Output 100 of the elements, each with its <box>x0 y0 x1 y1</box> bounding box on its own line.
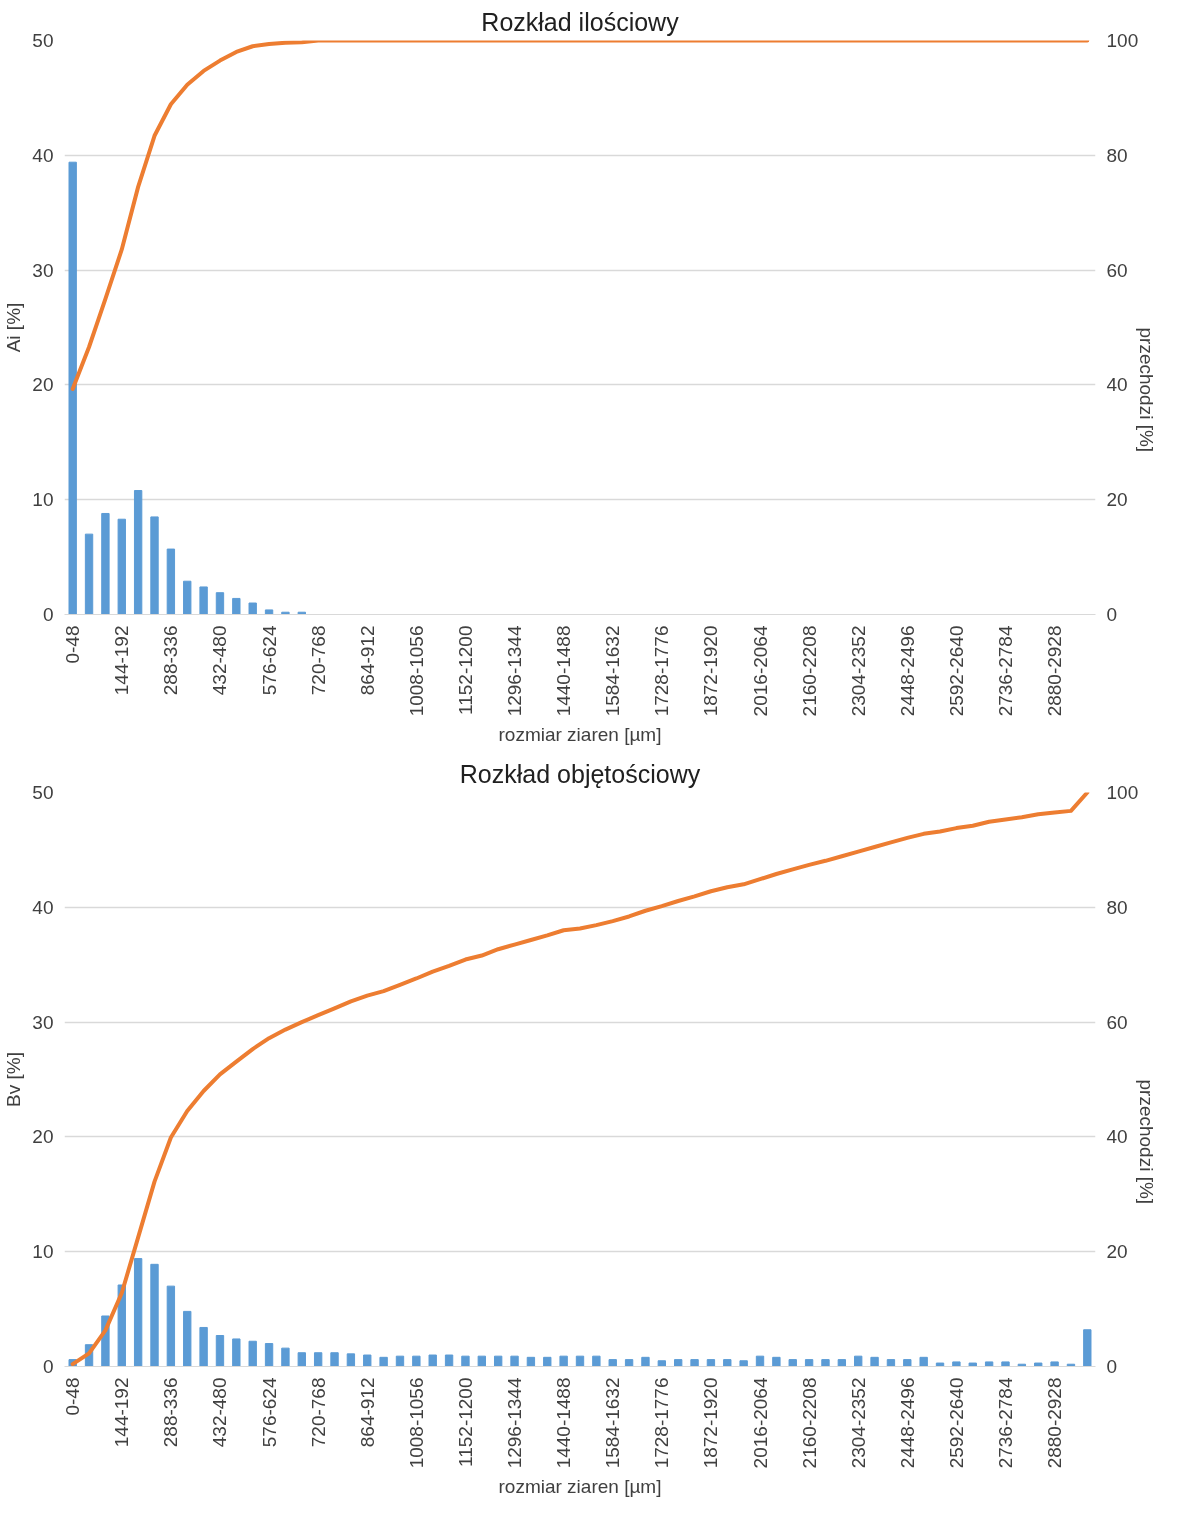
bar <box>150 516 159 615</box>
x-axis-title: rozmiar ziaren [µm] <box>498 1476 662 1498</box>
bar <box>543 1356 552 1367</box>
line-series <box>70 40 1090 391</box>
bar <box>68 161 77 615</box>
y2-tick-label: 40 <box>1106 374 1128 396</box>
bar <box>1034 1362 1043 1367</box>
bar <box>657 1360 667 1367</box>
bar <box>706 1359 716 1367</box>
bar <box>903 1359 912 1367</box>
y2-axis-title: przechodzi [%] <box>1135 327 1157 453</box>
x-tick-label: 2016-2064 <box>749 625 771 717</box>
bar <box>444 1354 454 1367</box>
bar <box>199 586 208 615</box>
x-tick-label: 864-912 <box>356 1377 378 1448</box>
x-tick-label: 1008-1056 <box>405 625 427 717</box>
bar <box>183 1310 192 1367</box>
y2-tick-label: 0 <box>1106 1356 1118 1377</box>
chart-title: Rozkład ilościowy <box>481 7 680 36</box>
bar <box>804 1359 814 1367</box>
bar <box>117 518 126 615</box>
bar <box>886 1359 896 1367</box>
bar <box>248 1340 257 1367</box>
bar <box>330 1352 339 1367</box>
x-tick-label: 432-480 <box>209 1377 231 1448</box>
x-axis-title: rozmiar ziaren [µm] <box>498 724 662 746</box>
x-tick-label: 576-624 <box>258 1377 280 1448</box>
x-tick-label: 288-336 <box>160 1377 182 1448</box>
x-tick-label: 0-48 <box>62 625 84 664</box>
bar <box>739 1360 748 1367</box>
x-tick-label: 432-480 <box>209 625 231 696</box>
bar <box>526 1356 536 1367</box>
bar <box>493 1355 503 1367</box>
bar <box>313 1352 323 1367</box>
bar <box>248 602 257 615</box>
x-tick-label: 1728-1776 <box>651 625 673 717</box>
bar <box>510 1355 519 1367</box>
bar <box>264 1343 274 1367</box>
y-tick-label: 50 <box>32 30 54 51</box>
y-tick-label: 30 <box>32 259 54 281</box>
bar <box>183 580 192 615</box>
bar <box>674 1359 683 1367</box>
bar <box>559 1355 568 1367</box>
y2-tick-label: 60 <box>1106 1011 1128 1033</box>
x-tick-label: 1728-1776 <box>651 1377 673 1469</box>
y-axis-title: Bv [%] <box>3 1052 25 1107</box>
y2-tick-label: 0 <box>1106 604 1118 625</box>
y-tick-label: 0 <box>42 604 54 625</box>
x-tick-label: 2592-2640 <box>945 1377 967 1469</box>
x-tick-label: 1296-1344 <box>504 625 526 717</box>
bar <box>952 1361 961 1367</box>
bar <box>837 1359 847 1367</box>
bar <box>641 1356 650 1367</box>
y-tick-label: 30 <box>32 1011 54 1033</box>
x-tick-label: 1872-1920 <box>700 1377 722 1469</box>
bar <box>215 1335 225 1367</box>
x-tick-label: 144-192 <box>111 1377 133 1448</box>
bar <box>84 533 94 615</box>
bar <box>199 1326 208 1367</box>
bar <box>723 1359 732 1367</box>
bar <box>133 1258 143 1367</box>
x-tick-label: 2016-2064 <box>749 1377 771 1469</box>
bar <box>788 1359 797 1367</box>
x-tick-label: 1584-1632 <box>602 625 624 717</box>
y2-tick-label: 20 <box>1106 1241 1128 1263</box>
bar <box>1083 1329 1092 1367</box>
x-tick-label: 144-192 <box>111 625 133 696</box>
x-tick-label: 1152-1200 <box>454 625 476 715</box>
bar <box>608 1359 617 1367</box>
y2-tick-label: 100 <box>1106 782 1139 803</box>
bar <box>919 1356 928 1367</box>
y-axis-title: Ai [%] <box>3 302 25 353</box>
x-tick-label: 2304-2352 <box>847 1377 869 1469</box>
x-tick-label: 2736-2784 <box>994 625 1016 717</box>
x-tick-label: 2880-2928 <box>1044 625 1066 717</box>
bar <box>166 1285 176 1367</box>
bar <box>477 1355 486 1367</box>
y-tick-label: 10 <box>32 1241 54 1263</box>
x-tick-label: 576-624 <box>258 625 280 696</box>
x-tick-label: 1872-1920 <box>700 625 722 717</box>
y-tick-label: 40 <box>32 144 54 166</box>
bar <box>461 1355 470 1367</box>
bar <box>624 1359 634 1367</box>
bar <box>346 1353 356 1367</box>
bar <box>101 512 110 615</box>
y2-tick-label: 80 <box>1106 144 1128 166</box>
x-tick-label: 1152-1200 <box>454 1377 476 1467</box>
x-tick-label: 1584-1632 <box>602 1377 624 1469</box>
bar <box>984 1361 994 1367</box>
y2-tick-label: 60 <box>1106 259 1128 281</box>
x-tick-label: 720-768 <box>307 625 329 696</box>
y-tick-label: 50 <box>32 782 54 803</box>
bar <box>412 1355 421 1367</box>
bar <box>232 1338 241 1367</box>
x-tick-label: 2448-2496 <box>896 625 918 717</box>
y2-tick-label: 20 <box>1106 489 1128 511</box>
bar <box>232 597 241 615</box>
bar <box>215 592 225 615</box>
x-tick-label: 1440-1488 <box>553 625 575 717</box>
x-tick-label: 2448-2496 <box>896 1377 918 1469</box>
